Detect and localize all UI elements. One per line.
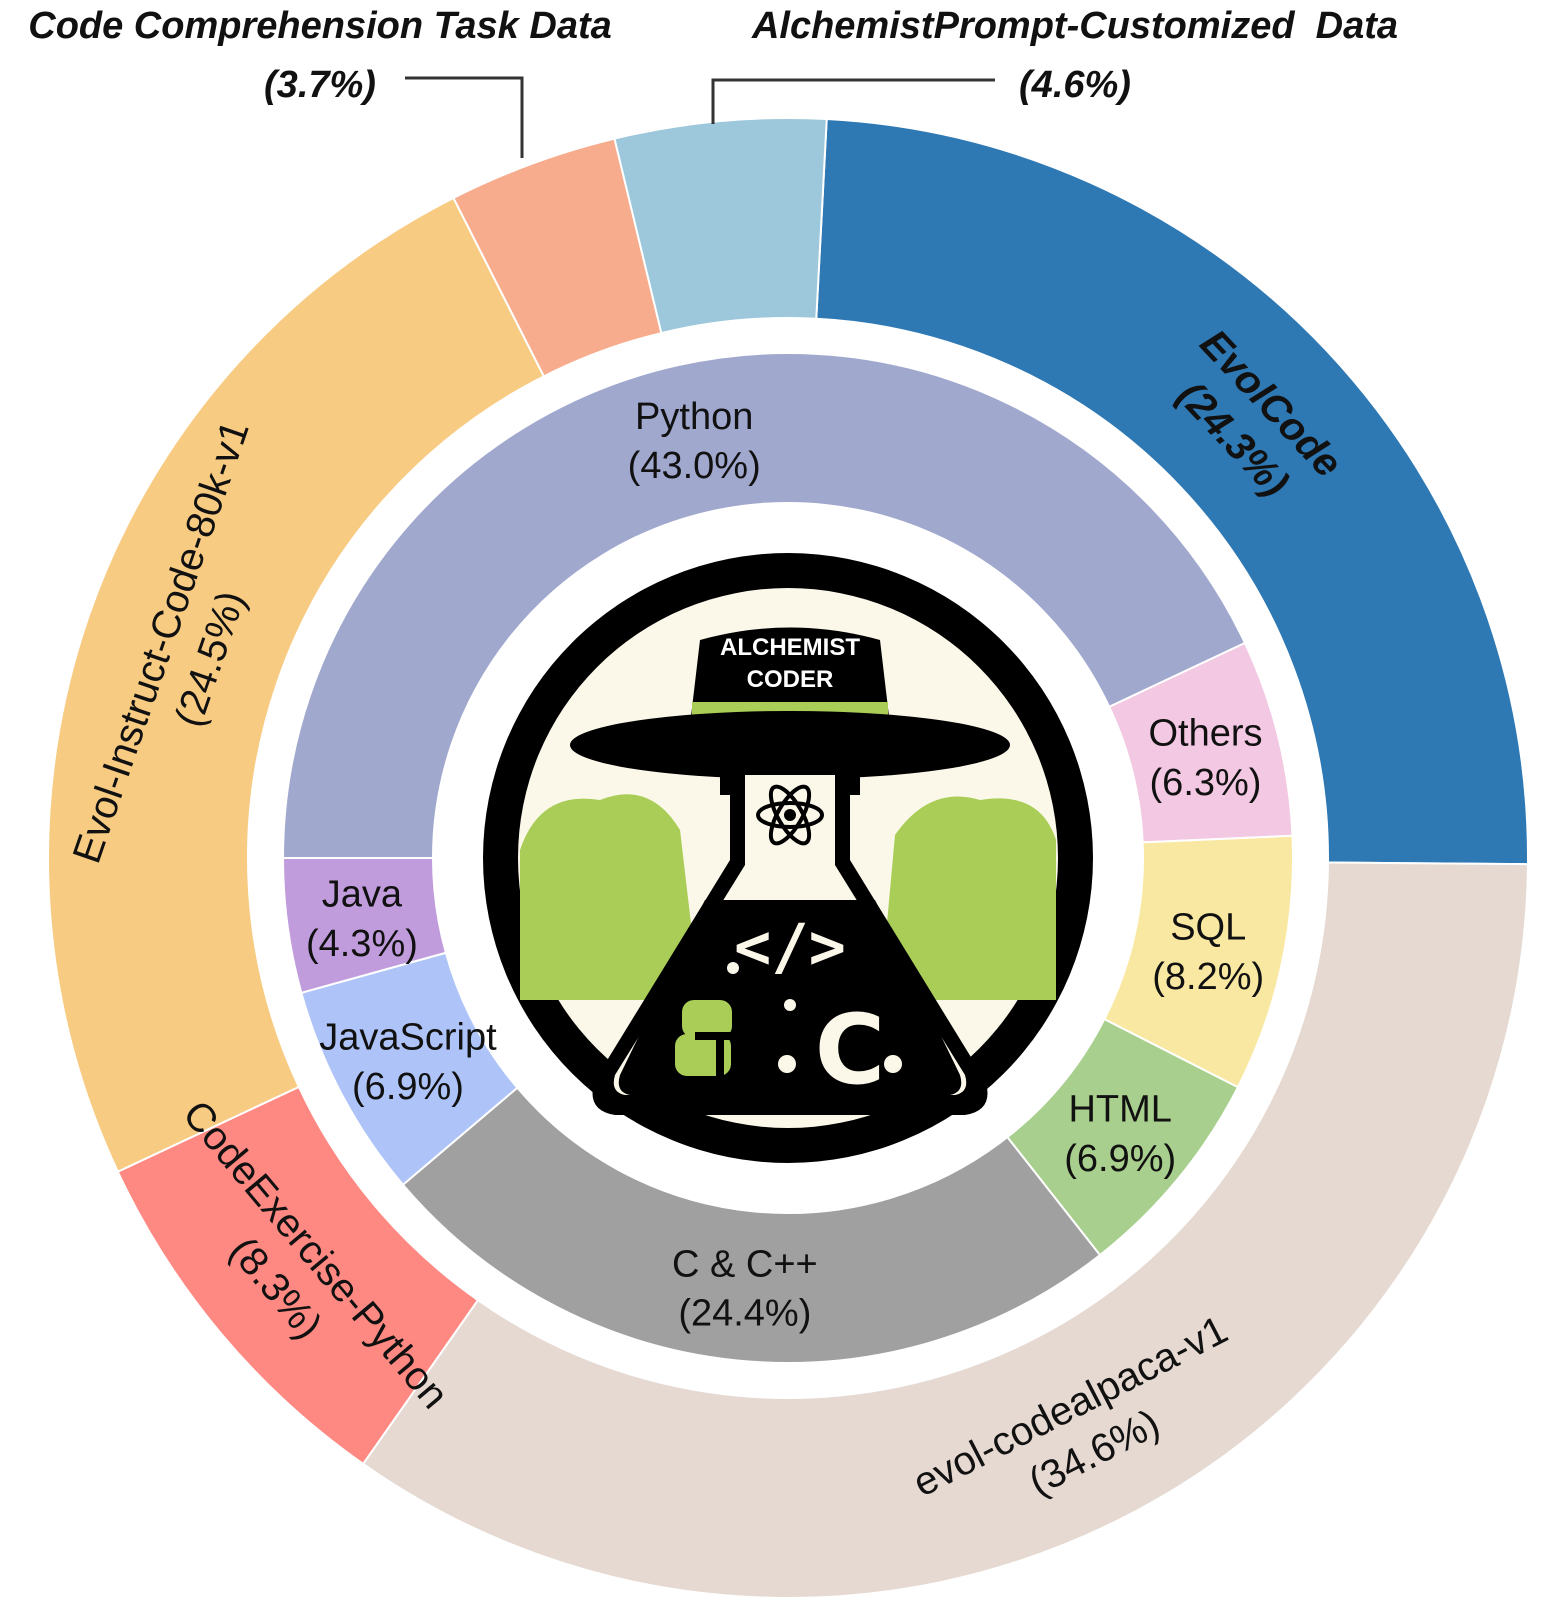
logo-text-coder: CODER: [747, 666, 834, 693]
inner-label-c-c: C & C++ (24.4%): [672, 1243, 818, 1334]
hat-icon: [570, 627, 1010, 779]
inner-label-sql: SQL (8.2%): [1152, 907, 1264, 998]
callout-value-alchemistprompt: (4.6%): [1019, 64, 1131, 106]
c-dot: [778, 1055, 796, 1073]
inner-name-python: Python: [635, 396, 753, 438]
outer-slice-evol-codealpaca-v1: [361, 861, 1529, 1600]
c-language-icon: C: [815, 994, 885, 1106]
callouts: Code Comprehension Task Data (3.7%) Alch…: [28, 5, 1398, 158]
inner-label-html: HTML (6.9%): [1064, 1089, 1176, 1180]
inner-value-c-c: (24.4%): [678, 1293, 811, 1335]
inner-name-html: HTML: [1068, 1089, 1171, 1131]
python-logo-icon: [675, 1000, 745, 1080]
inner-value-java: (4.3%): [306, 923, 418, 965]
callout-label-alchemistprompt: AlchemistPrompt-Customized Data: [751, 5, 1398, 47]
code-glyph: </>: [734, 910, 846, 983]
alchemist-coder-logo: ALCHEMIST CODER </> C: [483, 553, 1093, 1163]
inner-name-others: Others: [1148, 712, 1262, 754]
outer-slice-alchemistprompt-customized-data: [613, 117, 828, 335]
inner-slice-python: [281, 352, 1247, 859]
right-hill: [880, 796, 1056, 1000]
inner-label-python: Python (43.0%): [628, 396, 761, 487]
inner-label-others: Others (6.3%): [1148, 712, 1262, 803]
outer-slice-evol-instruct-code-80k-v1: [47, 196, 546, 1173]
bubble-dot: [727, 962, 739, 974]
atom-icon: [756, 784, 824, 846]
logo-text-alchemist: ALCHEMIST: [720, 634, 860, 661]
inner-name-c-c: C & C++: [672, 1243, 818, 1285]
inner-name-java: Java: [322, 873, 403, 915]
inner-value-others: (6.3%): [1150, 762, 1262, 804]
callout-value-code-comprehension: (3.7%): [264, 64, 376, 106]
callout-label-code-comprehension: Code Comprehension Task Data: [28, 5, 612, 47]
inner-ring: Python (43.0%) Others (6.3%) SQL (8.2%) HTML (6…: [281, 352, 1294, 1364]
inner-value-javascript: (6.9%): [352, 1066, 464, 1108]
inner-slice-c-c: [401, 1086, 1102, 1364]
callout-line-alchemistprompt: [711, 78, 995, 124]
inner-value-html: (6.9%): [1064, 1138, 1176, 1180]
inner-label-javascript: JavaScript (6.9%): [319, 1017, 497, 1108]
inner-name-javascript: JavaScript: [319, 1017, 497, 1059]
inner-label-java: Java (4.3%): [306, 873, 418, 964]
bubble-dot: [784, 999, 796, 1011]
outer-ring: EvolCode(24.3%)evol-codealpaca-v1(34.6%)…: [47, 117, 1529, 1600]
c-dot: [884, 1055, 902, 1073]
inner-value-python: (43.0%): [628, 445, 761, 487]
inner-value-sql: (8.2%): [1152, 956, 1264, 998]
left-hill: [520, 794, 700, 1000]
callout-line-code-comprehension: [405, 76, 524, 158]
inner-slice-java: [281, 857, 448, 995]
outer-slice-evolcode: [815, 117, 1529, 866]
inner-name-sql: SQL: [1170, 907, 1246, 949]
